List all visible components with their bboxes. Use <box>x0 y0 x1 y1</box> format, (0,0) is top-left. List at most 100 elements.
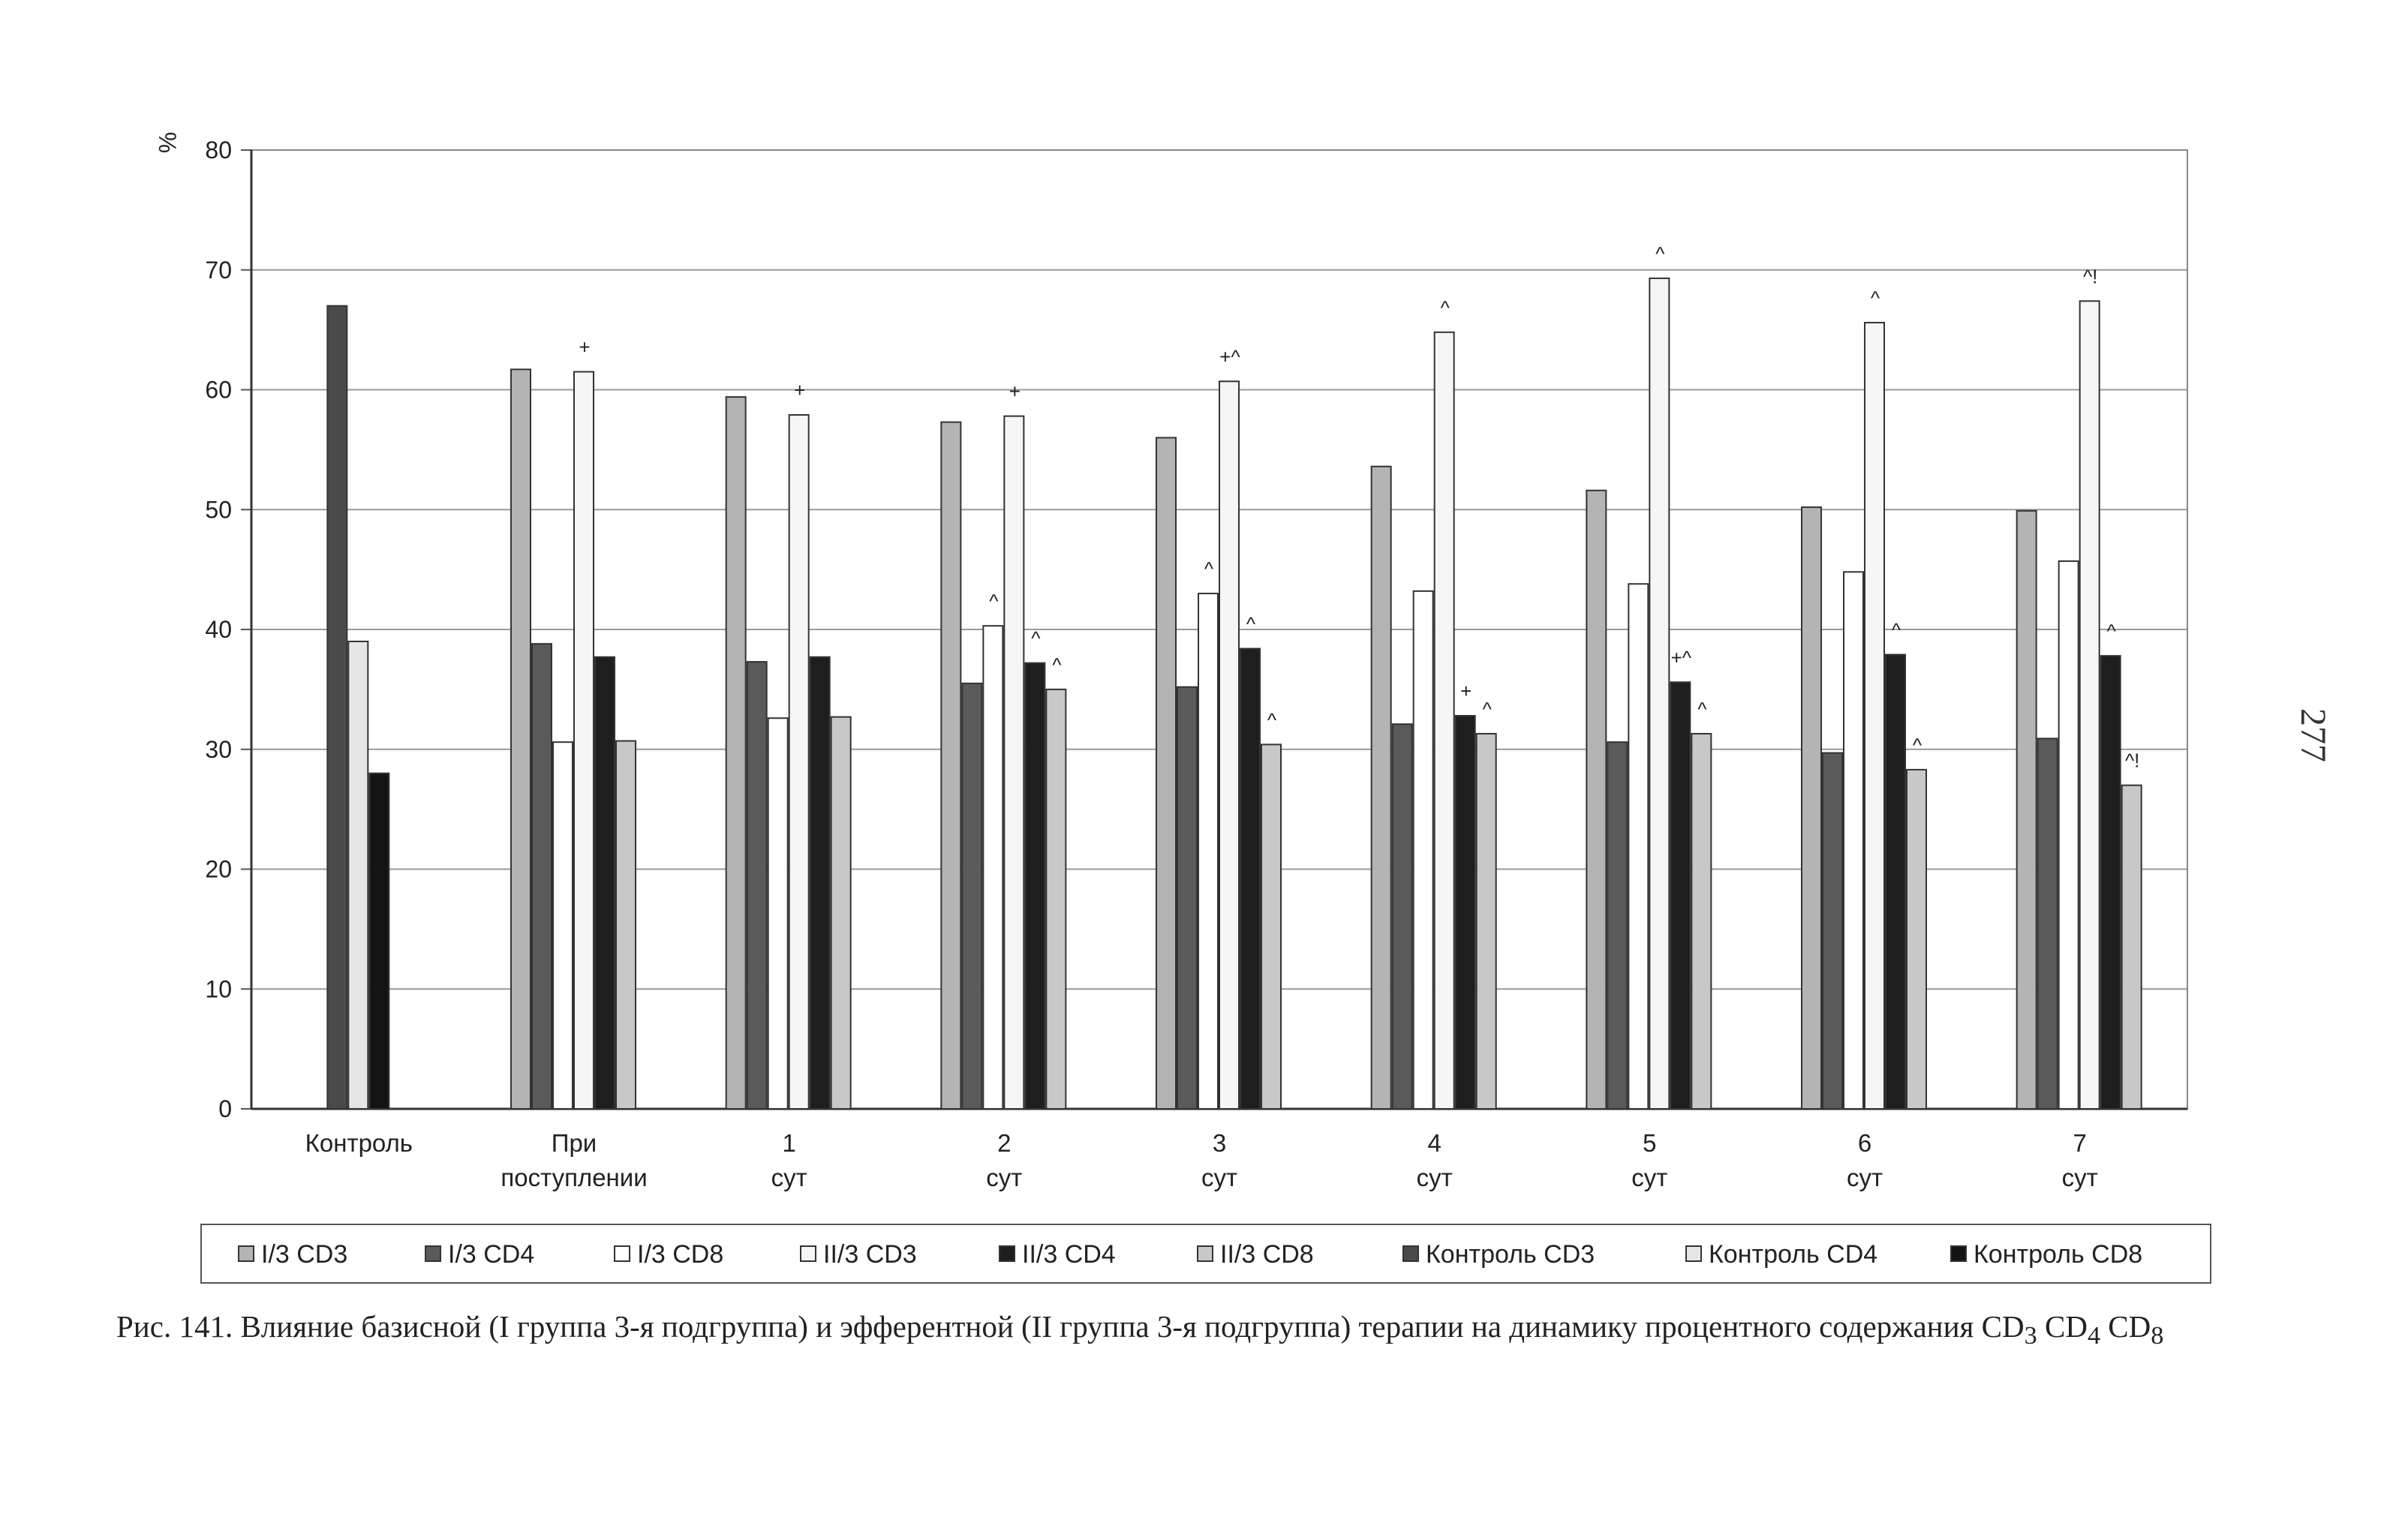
bar-i-3-cd8-1 <box>552 741 573 1110</box>
bar-annotation: ^ <box>1267 708 1277 731</box>
legend-swatch <box>999 1245 1015 1262</box>
x-tick-label: При <box>552 1129 597 1157</box>
bar-ii-3-cd3-8 <box>2079 300 2100 1110</box>
x-tick-label: 2 <box>997 1129 1011 1157</box>
caption-text: Рис. 141. Влияние базисной (I группа 3-я… <box>116 1309 1982 1344</box>
bar-ii-3-cd8-6 <box>1691 732 1712 1110</box>
bar-ii-3-cd3-5 <box>1433 331 1455 1110</box>
bar-ii-3-cd8-2 <box>830 716 852 1110</box>
bar-annotation: + <box>1460 680 1472 702</box>
bar-annotation: ^ <box>1483 698 1493 720</box>
bar-ii-3-cd3-6 <box>1649 277 1670 1110</box>
bar-i-3-cd4-1 <box>531 643 552 1110</box>
bar-annotation: ^! <box>2125 749 2139 772</box>
bar-annotation: ^ <box>1052 653 1062 676</box>
x-tick-label: сут <box>1201 1164 1237 1191</box>
bar-annotation: ^ <box>1441 296 1451 319</box>
bar-chart: 0 10 20 30 40 50 60 70 80% Контроль При поступлении… <box>154 132 2211 1284</box>
legend-swatch <box>425 1245 441 1262</box>
bar-i-3-cd8-2 <box>767 717 789 1110</box>
x-tick-label: сут <box>1847 1164 1883 1191</box>
y-tick-label: 60 <box>205 377 232 404</box>
y-tick-label: 70 <box>205 257 232 284</box>
legend-swatch <box>1197 1245 1213 1262</box>
bar-annotation: ^ <box>1204 557 1214 580</box>
y-tick-label: 0 <box>218 1095 232 1122</box>
x-tick-label: Контроль <box>305 1129 413 1157</box>
bar-ii-3-cd4-4 <box>1240 647 1261 1110</box>
legend-label: I/3 CD8 <box>637 1240 723 1269</box>
bar-annotation: ^ <box>1892 619 1901 641</box>
legend-swatch <box>800 1245 816 1262</box>
y-tick-label: 30 <box>205 736 232 763</box>
y-tick-label: 20 <box>205 856 232 883</box>
legend-swatch <box>238 1245 254 1262</box>
legend-label: I/3 CD3 <box>261 1240 347 1269</box>
bar-i-3-cd3-4 <box>1156 437 1177 1110</box>
bar-i-3-cd4-3 <box>961 682 983 1110</box>
caption-cd8: CD <box>2108 1309 2151 1344</box>
figure-caption: Рис. 141. Влияние базисной (I группа 3-я… <box>116 1296 2232 1366</box>
bar-annotation: + <box>1009 380 1021 403</box>
bar-i-3-cd4-5 <box>1391 723 1413 1110</box>
caption-cd8-sub: 8 <box>2151 1322 2164 1350</box>
bar-annotation: + <box>579 336 590 359</box>
caption-cd4: CD <box>2044 1309 2088 1344</box>
bar-annotation: ^ <box>1655 242 1665 265</box>
bar-ii-3-cd3-4 <box>1219 380 1240 1110</box>
bar-i-3-cd4-7 <box>1822 752 1843 1110</box>
y-tick-label: 80 <box>205 137 232 164</box>
legend: I/3 CD3 I/3 CD4 I/3 CD8 II/3 CD3 II/3 CD4 II/… <box>200 1224 2211 1284</box>
x-tick-label: 6 <box>1858 1129 1871 1157</box>
bar-annotation: ^! <box>2083 265 2097 287</box>
bar-i-3-cd4-2 <box>746 661 768 1110</box>
bar-ii-3-cd4-3 <box>1024 662 1046 1110</box>
bar-i-3-cd3-3 <box>940 421 962 1110</box>
page-number: 277 <box>2293 708 2333 762</box>
bar-i-3-cd8-4 <box>1198 593 1219 1110</box>
bar-i-3-cd4-8 <box>2037 737 2058 1110</box>
y-tick-label: 10 <box>205 975 232 1002</box>
caption-cd4-sub: 4 <box>2087 1322 2101 1350</box>
bar-annotation: +^ <box>1671 646 1692 668</box>
x-tick-label: 7 <box>2073 1129 2086 1157</box>
y-tick-label: 40 <box>205 616 232 643</box>
x-tick-label: сут <box>1631 1164 1667 1191</box>
legend-swatch <box>1685 1245 1702 1262</box>
bar-контроль-cd4-0 <box>347 640 369 1110</box>
bar-ii-3-cd3-3 <box>1003 415 1025 1110</box>
bars <box>326 277 2142 1110</box>
bar-ii-3-cd4-8 <box>2100 655 2121 1110</box>
bar-ii-3-cd4-7 <box>1885 653 1906 1110</box>
bar-annotation: ^ <box>989 590 999 612</box>
bar-ii-3-cd4-1 <box>594 656 615 1110</box>
bar-i-3-cd8-7 <box>1843 571 1864 1110</box>
bar-annotation: ^ <box>1913 734 1922 756</box>
bar-ii-3-cd8-1 <box>615 740 636 1110</box>
x-tick-label: сут <box>986 1164 1022 1191</box>
bar-i-3-cd3-1 <box>510 368 531 1110</box>
legend-swatch <box>1402 1245 1419 1262</box>
legend-label: Контроль CD4 <box>1709 1240 1877 1269</box>
caption-cd3-sub: 3 <box>2024 1322 2037 1350</box>
y-tick-label: 50 <box>205 496 232 523</box>
bar-ii-3-cd8-4 <box>1261 743 1282 1110</box>
bar-i-3-cd3-2 <box>725 396 747 1110</box>
bar-i-3-cd3-8 <box>2016 509 2037 1110</box>
x-tick-label: сут <box>2062 1164 2098 1191</box>
bar-annotation: + <box>794 379 805 401</box>
bar-i-3-cd4-6 <box>1607 741 1628 1110</box>
bar-ii-3-cd3-2 <box>788 414 810 1110</box>
bar-i-3-cd8-3 <box>982 625 1004 1110</box>
bar-ii-3-cd8-5 <box>1475 732 1497 1110</box>
x-tick-label: 3 <box>1213 1129 1226 1157</box>
bar-annotation: +^ <box>1219 345 1240 368</box>
bar-ii-3-cd3-7 <box>1864 322 1885 1110</box>
legend-label: II/3 CD4 <box>1022 1240 1116 1269</box>
x-tick-label: поступлении <box>501 1164 647 1191</box>
legend-label: I/3 CD4 <box>448 1240 534 1269</box>
bar-i-3-cd3-6 <box>1586 489 1607 1110</box>
bar-annotation: ^ <box>2107 620 2117 642</box>
legend-label: II/3 CD8 <box>1220 1240 1314 1269</box>
bar-контроль-cd8-0 <box>368 772 390 1110</box>
